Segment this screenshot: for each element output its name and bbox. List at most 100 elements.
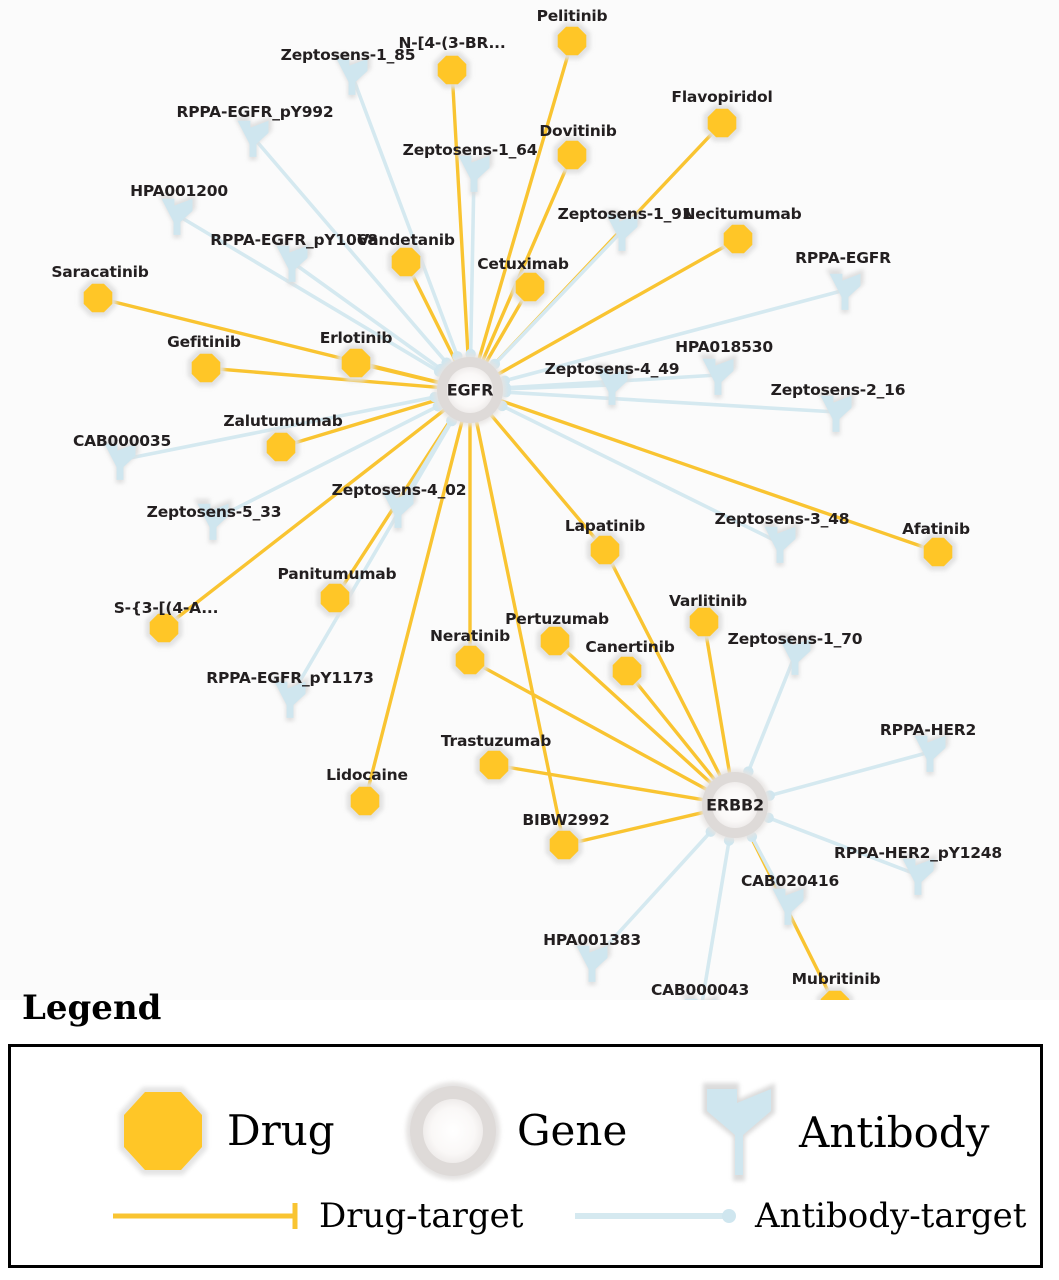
drug-node[interactable] [475,746,513,784]
drug-icon [119,1087,207,1175]
antibody-node[interactable] [826,269,864,314]
gene-node-egfr[interactable] [434,354,506,426]
antibody-node[interactable] [573,941,611,986]
antibody-node[interactable] [271,677,309,722]
antibody-node-shape [779,638,811,675]
drug-node[interactable] [553,136,591,174]
antibody-node[interactable] [379,487,417,532]
drug-node[interactable] [346,782,384,820]
drug-target-edge [603,548,723,780]
drug-node[interactable] [433,51,471,89]
drug-node-shape [350,786,380,816]
drug-node-shape [479,750,509,780]
antibody-node[interactable] [681,994,719,1000]
legend-label-antibody-target: Antibody-target [755,1196,1027,1236]
drug-target-edge [279,397,443,449]
antibody-node[interactable] [593,364,631,409]
antibody-node-halo [681,994,719,1000]
legend-edge-row: Drug-target Antibody-target [11,1195,1040,1257]
antibody-node-shape [829,273,861,310]
drug-node[interactable] [685,603,723,641]
antibody-node-shape [576,945,608,982]
antibody-node-shape [684,998,716,1000]
antibody-node-shape [606,214,638,251]
antibody-node-shape [197,503,229,540]
drug-target-edge [476,39,574,362]
drug-node-shape [391,247,421,277]
legend-item-antibody-target: Antibody-target [571,1199,1026,1233]
antibody-node[interactable] [455,151,493,196]
drug-node[interactable] [79,279,117,317]
network-svg [79,22,957,1001]
drug-node[interactable] [608,652,646,690]
antibody-node-shape [276,245,308,282]
drug-node[interactable] [511,268,549,306]
gene-node-center [712,782,758,828]
antibody-node-shape [702,358,734,395]
drug-node-shape [820,990,850,1000]
drug-node-shape [266,432,296,462]
drug-target-edge [204,366,441,390]
drug-node-shape [515,272,545,302]
antibody-target-edge [290,260,443,371]
antibody-node-shape [764,526,796,563]
drug-node[interactable] [145,609,183,647]
legend-label-drug-target: Drug-target [319,1196,524,1236]
drug-node[interactable] [187,349,225,387]
antibody-node[interactable] [776,634,814,679]
drug-node[interactable] [262,428,300,466]
drug-node[interactable] [337,344,375,382]
drug-node[interactable] [387,243,425,281]
gene-node-label: EGFR [446,380,494,400]
drug-target-edge [553,639,714,786]
antibody-target-edge [766,816,920,877]
legend-box: Drug Gene Antibody [8,1044,1043,1268]
drug-node[interactable] [536,622,574,660]
drug-node[interactable] [316,579,354,617]
drug-node[interactable] [919,533,957,571]
antibody-node[interactable] [761,522,799,567]
network-graph-canvas: Zeptosens-1_85 RPPA-EGFR_pY992 Zeptosens-1… [51,7,1003,1001]
drug-node[interactable] [816,986,854,1001]
antibody-node[interactable] [234,116,272,161]
drug-node[interactable] [451,641,489,679]
antibody-node[interactable] [273,241,311,286]
drug-node-shape [149,613,179,643]
antibody-target-edge [590,829,713,964]
legend-section: Legend Drug Gene [0,988,1059,1280]
drug-node[interactable] [703,104,741,142]
antibody-node-shape [772,888,804,925]
gene-node-erbb2[interactable] [699,769,771,841]
antibody-node[interactable] [899,854,937,899]
antibody-node[interactable] [699,354,737,399]
antibody-node[interactable] [101,439,139,484]
antibody-node-shape [161,198,193,235]
legend-label-gene: Gene [517,1106,628,1155]
drug-target-edge [492,763,707,802]
drug-target-edge [702,620,732,777]
antibody-node[interactable] [158,194,196,239]
antibody-node[interactable] [603,210,641,255]
drug-node-shape [612,656,642,686]
drug-node[interactable] [545,826,583,864]
drug-node[interactable] [586,531,624,569]
drug-target-edge [450,68,470,361]
antibody-target-edge [350,73,460,359]
antibody-node[interactable] [817,391,855,436]
antibody-node[interactable] [194,499,232,544]
antibody-node-shape [820,395,852,432]
legend-shape-row: Drug Gene Antibody [11,1069,1040,1184]
antibody-target-edge [251,135,449,365]
antibody-node[interactable] [333,54,371,99]
drug-node[interactable] [553,22,591,60]
antibody-node[interactable] [769,884,807,929]
drug-node-shape [557,26,587,56]
gene-node-center [447,367,493,413]
drug-node[interactable] [719,220,757,258]
drug-node-shape [723,224,753,254]
drug-node-shape [557,140,587,170]
antibody-node-shape [237,120,269,157]
legend-item-gene: Gene [401,1077,627,1185]
antibody-node[interactable] [911,731,949,776]
gene-node-label: ERBB2 [706,795,764,815]
